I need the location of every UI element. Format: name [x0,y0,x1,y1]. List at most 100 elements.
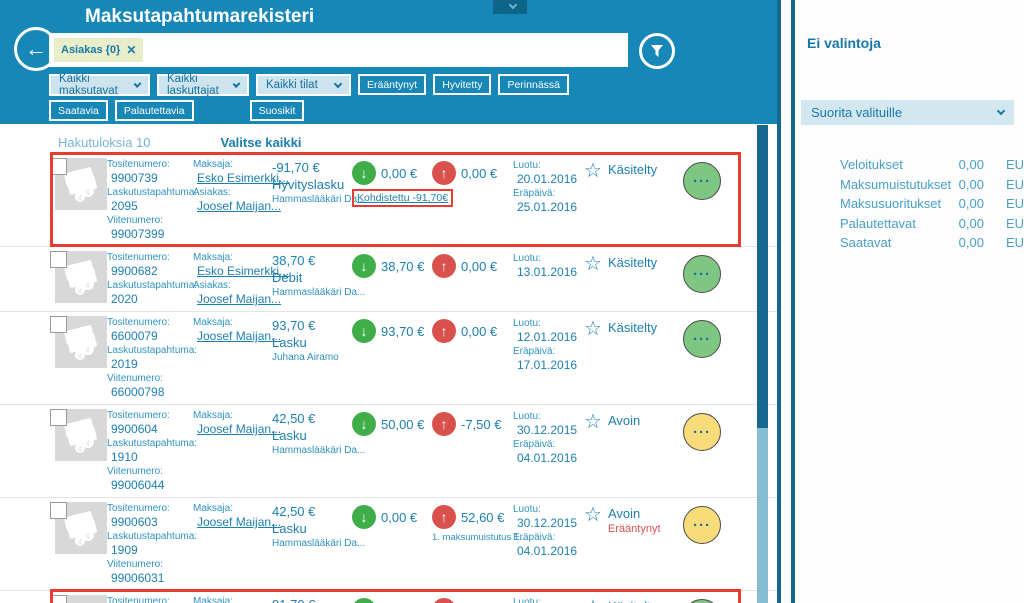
summary-currency: EU [1005,176,1024,192]
summary-label: Maksumuistutukset [840,176,952,192]
payments-in: ↓ 0,00 € [352,501,432,529]
payer-link[interactable]: Joosef Maijan... [197,422,282,436]
invoice-provider: Juhana Airamo [272,352,339,363]
row-checkbox[interactable] [50,502,67,519]
summary-currency: EU [1005,235,1024,251]
row-checkbox[interactable] [50,595,67,603]
toggle-credited[interactable]: Hyvitetty [433,74,492,95]
row-checkbox[interactable] [50,158,67,175]
search-input[interactable]: Asiakas {0} ✕ [49,33,628,67]
payer-link[interactable]: Esko Esimerkki... [197,171,290,185]
favorite-star-icon[interactable]: ☆ [584,253,602,275]
parties: Maksaja: Joosef Maijan... Asiakas: [193,501,282,530]
allocation-link[interactable]: Kohdistettu -91,70€ [352,189,454,207]
dropdown-label: Kaikki tilat [266,79,318,91]
favorite-star-icon[interactable]: ☆ [584,160,602,182]
status-column: ☆ Käsitelty [584,594,681,603]
toggle-refundable[interactable]: Palautettavia [114,100,194,121]
invoice-provider: Hammaslääkäri Da... [272,445,366,456]
dates: Luotu: 30.12.2015 Eräpäivä: 04.01.2016 [513,408,584,466]
document-numbers: Tositenumero: 9900682 Laskutustapahtuma:… [107,250,197,307]
row-actions-button[interactable]: ··· [683,599,721,603]
summary-value: 0,00 [958,196,984,212]
svg-text:¢: ¢ [78,287,82,295]
payer-label: Maksaja: [193,159,234,170]
favorite-star-icon[interactable]: ☆ [584,318,602,340]
invoice-type: Lasku [272,521,307,536]
status-text: Avoin [607,413,641,428]
toggle-in-collection[interactable]: Perinnässä [498,74,569,95]
billing-event-number: 2095 [111,199,138,213]
due-date: 17.01.2016 [517,358,578,372]
dropdown-billers[interactable]: Kaikki laskuttajat [157,73,249,97]
created-label: Luotu: [513,160,541,171]
document-thumbnail[interactable]: ¢¢ [55,409,107,461]
payments-out: ↑ 0,00 € [432,594,513,603]
summary-value: 0,00 [958,235,984,251]
row-checkbox[interactable] [50,409,67,426]
document-numbers: Tositenumero: 6600079 Laskutustapahtuma:… [107,315,197,400]
toggle-favorites[interactable]: Suosikit [249,100,305,121]
document-thumbnail[interactable]: ¢¢ [55,316,107,368]
favorite-star-icon[interactable]: ☆ [584,598,602,603]
row-checkbox[interactable] [50,251,67,268]
select-all-button[interactable]: Valitse kaikki [220,134,302,150]
payments-out: ↑ 52,60 € 1. maksumuistutus 1... [432,501,527,543]
row-actions-button[interactable]: ··· [683,413,721,451]
overdue-note: Erääntynyt [607,523,661,535]
invoice-amount: 38,70 € [272,253,316,268]
status-column: ☆ Käsitelty [584,315,681,339]
charged-amount: 0,00 € [461,258,498,274]
list-scrollbar-thumb[interactable] [757,125,768,428]
row-actions-button[interactable]: ··· [683,162,721,200]
arrow-up-icon: ↑ [432,319,456,343]
panel-divider-line [791,0,795,603]
reference-number: 99007399 [111,227,165,241]
receipt-number-label: Tositenumero: [107,503,170,514]
row-actions-button[interactable]: ··· [683,506,721,544]
remove-tag-icon[interactable]: ✕ [126,43,137,57]
list-scrollbar-track[interactable] [757,125,768,603]
summary-label: Saatavat [840,235,892,251]
row-actions-button[interactable]: ··· [683,320,721,358]
favorite-star-icon[interactable]: ☆ [584,504,602,526]
customer-link[interactable]: Joosef Maijan... [197,292,282,306]
customer-link[interactable]: Joosef Maijan... [197,199,282,213]
payer-link[interactable]: Joosef Maijan... [197,329,282,343]
bulk-action-dropdown[interactable]: Suorita valituille [801,100,1014,125]
svg-text:¢: ¢ [78,445,82,453]
payer-link[interactable]: Joosef Maijan... [197,515,282,529]
customer-label: Asiakas: [193,187,231,198]
dropdown-states[interactable]: Kaikki tilat [256,74,351,96]
summary-row: Maksumuistutukset 0,00 EU [795,175,1024,195]
invoice-summary: 91,70 € Lasku Hammaslääkäri Da... [272,594,352,603]
collapse-tab[interactable] [493,0,527,14]
paid-amount: 38,70 € [381,258,425,274]
payer-label: Maksaja: [193,503,234,514]
transaction-list: ¢ ¢ Tositenumero: 9900739 Laskutustapahtu… [0,152,777,603]
funnel-icon [651,45,663,57]
receipt-number-label: Tositenumero: [107,159,170,170]
document-thumbnail[interactable]: ¢¢ [55,595,107,603]
invoice-summary: 42,50 € Lasku Hammaslääkäri Da... [272,408,366,457]
document-numbers: Tositenumero: 9900739 Laskutustapahtuma:… [107,157,197,242]
arrow-up-icon: ↑ [432,412,456,436]
row-checkbox[interactable] [50,316,67,333]
favorite-star-icon[interactable]: ☆ [584,411,602,433]
reference-number-label: Viitenumero: [107,466,163,477]
filter-row-secondary: Saatavia Palautettavia Suosikit [49,100,305,121]
transaction-row: ¢ ¢ Tositenumero: 9900603 Laskutustapahtu… [0,497,777,590]
transaction-row: ¢ ¢ Tositenumero: 9900604 Laskutustapahtu… [0,404,777,497]
payments-out: ↑ -7,50 € [432,408,513,436]
svg-text:¢: ¢ [86,281,90,289]
payer-label: Maksaja: [193,410,234,421]
dropdown-payment-types[interactable]: Kaikki maksutavat [49,73,150,97]
toggle-receivables[interactable]: Saatavia [49,100,108,121]
invoice-amount: 42,50 € [272,411,316,426]
toggle-overdue[interactable]: Erääntynyt [358,74,427,95]
totals-summary: Veloitukset 0,00 EU Maksumuistutukset 0,… [795,155,1024,253]
row-actions-button[interactable]: ··· [683,255,721,293]
payer-link[interactable]: Esko Esimerkki... [197,264,290,278]
dates: Luotu: 30.12.2015 Eräpäivä: 04.01.2016 [513,501,584,559]
filter-button[interactable] [639,33,675,69]
